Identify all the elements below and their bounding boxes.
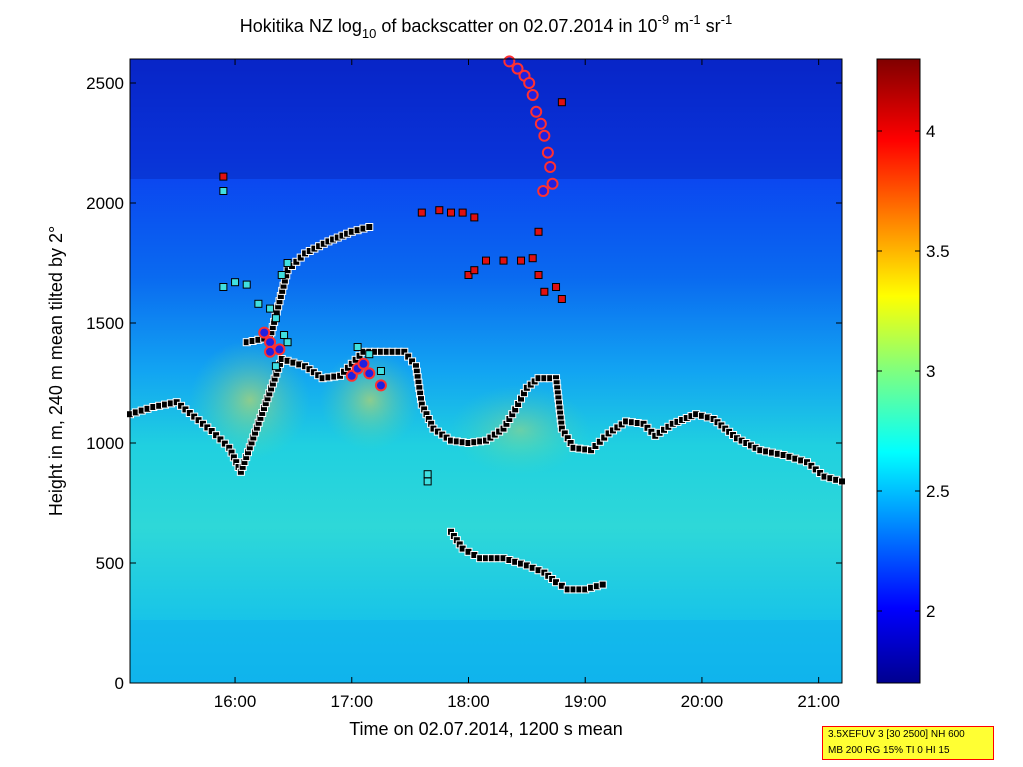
x-tick-label: 19:00: [564, 692, 607, 711]
data-point-circle: [538, 129, 551, 142]
colorbar-tick-label: 3: [926, 362, 935, 381]
data-point-circle: [530, 105, 543, 118]
data-point-circle: [357, 357, 370, 370]
colorbar: [876, 58, 921, 684]
data-point-square: [219, 187, 228, 195]
data-point-square: [280, 331, 289, 339]
y-tick-label: 2000: [86, 194, 124, 213]
data-point-circle: [541, 146, 554, 159]
data-point-square: [283, 259, 292, 267]
x-axis-label: Time on 02.07.2014, 1200 s mean: [349, 719, 623, 739]
colorbar-tick-label: 2: [926, 602, 935, 621]
data-point-square: [534, 271, 543, 279]
data-point-square: [423, 470, 432, 479]
data-point-square: [446, 208, 455, 217]
data-point-square: [216, 435, 225, 444]
data-point-square: [296, 253, 305, 262]
plot-frame: [129, 58, 843, 684]
data-point-circle: [264, 336, 277, 349]
data-point-square: [470, 213, 479, 222]
data-point-square: [598, 580, 607, 589]
data-point-square: [557, 295, 566, 303]
data-point-square: [365, 223, 374, 231]
info-line-2: MB 200 RG 15% TI 0 HI 15: [828, 745, 950, 756]
data-point-square: [587, 446, 596, 455]
colorbar-tick-label: 4: [926, 122, 935, 141]
y-tick-label: 0: [115, 674, 124, 693]
data-point-square: [283, 338, 292, 347]
data-point-square: [219, 283, 228, 291]
data-point-square: [552, 283, 561, 291]
data-point-circle: [363, 367, 376, 380]
data-point-square: [292, 257, 301, 266]
data-point-square: [353, 343, 362, 351]
data-point-square: [600, 433, 609, 442]
data-point-square: [376, 367, 385, 375]
x-tick-label: 20:00: [681, 692, 724, 711]
data-point-square: [220, 439, 229, 448]
colorbar-tick-label: 2.5: [926, 482, 950, 501]
data-point-square: [464, 271, 473, 279]
x-tick-label: 16:00: [214, 692, 257, 711]
data-point-circle: [526, 89, 539, 101]
info-line-1: 3.5XEFUV 3 [30 2500] NH 600: [828, 729, 965, 740]
data-point-square: [591, 442, 600, 450]
data-point-circle: [546, 177, 559, 190]
data-point-square: [365, 350, 374, 359]
data-point-circle: [273, 343, 286, 356]
data-point-square: [534, 227, 543, 236]
data-point-circle: [523, 77, 536, 89]
data-point-square: [417, 208, 426, 217]
data-point-square: [242, 280, 251, 289]
data-point-square: [482, 256, 490, 265]
colorbar-tick-label: 3.5: [926, 242, 950, 261]
y-tick-label: 500: [96, 554, 124, 573]
parameter-info-box: 3.5XEFUV 3 [30 2500] NH 600 MB 200 RG 15…: [822, 726, 994, 760]
chart-title: Hokitika NZ log10 of backscatter on 02.0…: [240, 12, 732, 41]
data-point-circle: [534, 117, 547, 130]
data-point-square: [231, 278, 240, 287]
data-point-square: [207, 427, 216, 435]
y-axis-label: Height in m, 240 m mean tilted by 2°: [46, 226, 66, 516]
data-point-circle: [511, 62, 524, 75]
data-point-circle: [258, 326, 271, 339]
y-tick-label: 1000: [86, 434, 124, 453]
data-point-circle: [537, 185, 550, 197]
data-point-square: [435, 206, 444, 215]
data-point-square: [254, 299, 263, 308]
data-point-square: [499, 256, 508, 265]
data-point-square: [271, 314, 280, 323]
data-point-square: [266, 304, 275, 313]
data-point-square: [271, 362, 280, 371]
data-point-square: [277, 271, 286, 279]
y-tick-label: 1500: [86, 314, 124, 333]
data-point-square: [557, 98, 566, 107]
x-tick-label: 18:00: [447, 692, 490, 711]
data-point-square: [423, 477, 432, 486]
data-point-square: [595, 437, 604, 446]
data-point-circle: [374, 379, 387, 392]
data-point-circle: [544, 161, 557, 173]
data-point-square: [219, 172, 228, 181]
data-point-square: [470, 266, 479, 275]
data-point-square: [540, 287, 549, 296]
y-tick-label: 2500: [86, 74, 124, 93]
data-point-square: [458, 208, 467, 217]
x-tick-label: 17:00: [330, 692, 373, 711]
data-point-square: [528, 254, 537, 263]
data-point-square: [212, 431, 221, 440]
x-tick-label: 21:00: [797, 692, 840, 711]
data-point-square: [517, 256, 526, 265]
